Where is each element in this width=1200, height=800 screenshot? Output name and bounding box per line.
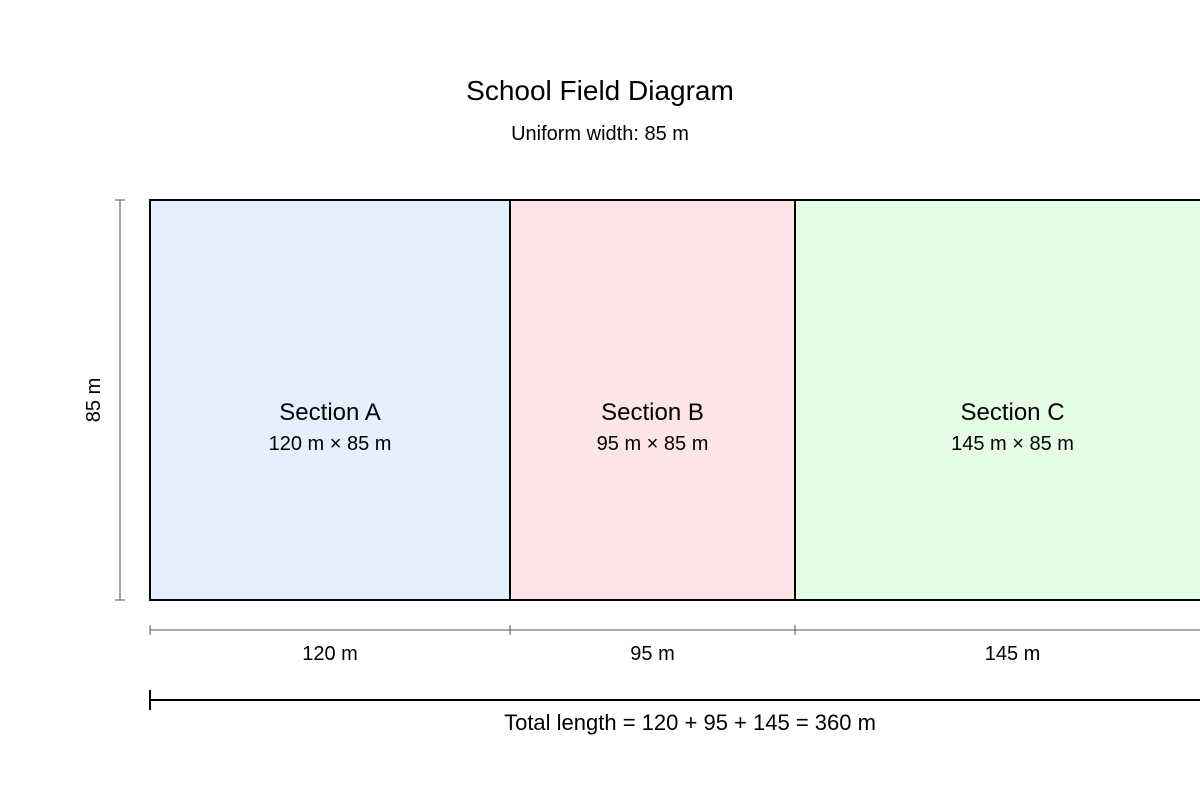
section-b-length-label: 95 m: [630, 643, 674, 665]
section-a-name: Section A: [279, 399, 380, 426]
field-sections: Section A 120 m × 85 m Section B 95 m × 85 …: [149, 199, 1200, 601]
section-c: Section C 145 m × 85 m: [794, 199, 1200, 601]
section-c-dimensions: 145 m × 85 m: [951, 433, 1074, 455]
diagram-title: School Field Diagram: [466, 75, 734, 106]
section-b-area: [509, 199, 796, 601]
total-length-dimension: Total length = 120 + 95 + 145 = 360 m: [149, 690, 1200, 735]
section-a-length-label: 120 m: [302, 643, 358, 665]
diagram-subtitle: Uniform width: 85 m: [511, 123, 689, 145]
section-c-area: [794, 199, 1200, 601]
section-b-name: Section B: [601, 399, 704, 426]
section-b: Section B 95 m × 85 m: [509, 199, 796, 601]
section-a-dimensions: 120 m × 85 m: [269, 433, 392, 455]
width-dimension: 85 m: [83, 199, 125, 601]
section-b-dimensions: 95 m × 85 m: [597, 433, 709, 455]
section-a-area: [149, 199, 511, 601]
section-c-name: Section C: [960, 399, 1064, 426]
section-length-dimensions: 120 m 95 m 145 m: [149, 625, 1200, 665]
section-a: Section A 120 m × 85 m: [149, 199, 511, 601]
total-length-label: Total length = 120 + 95 + 145 = 360 m: [504, 710, 876, 735]
section-c-length-label: 145 m: [985, 643, 1041, 665]
width-dimension-label: 85 m: [83, 378, 105, 422]
